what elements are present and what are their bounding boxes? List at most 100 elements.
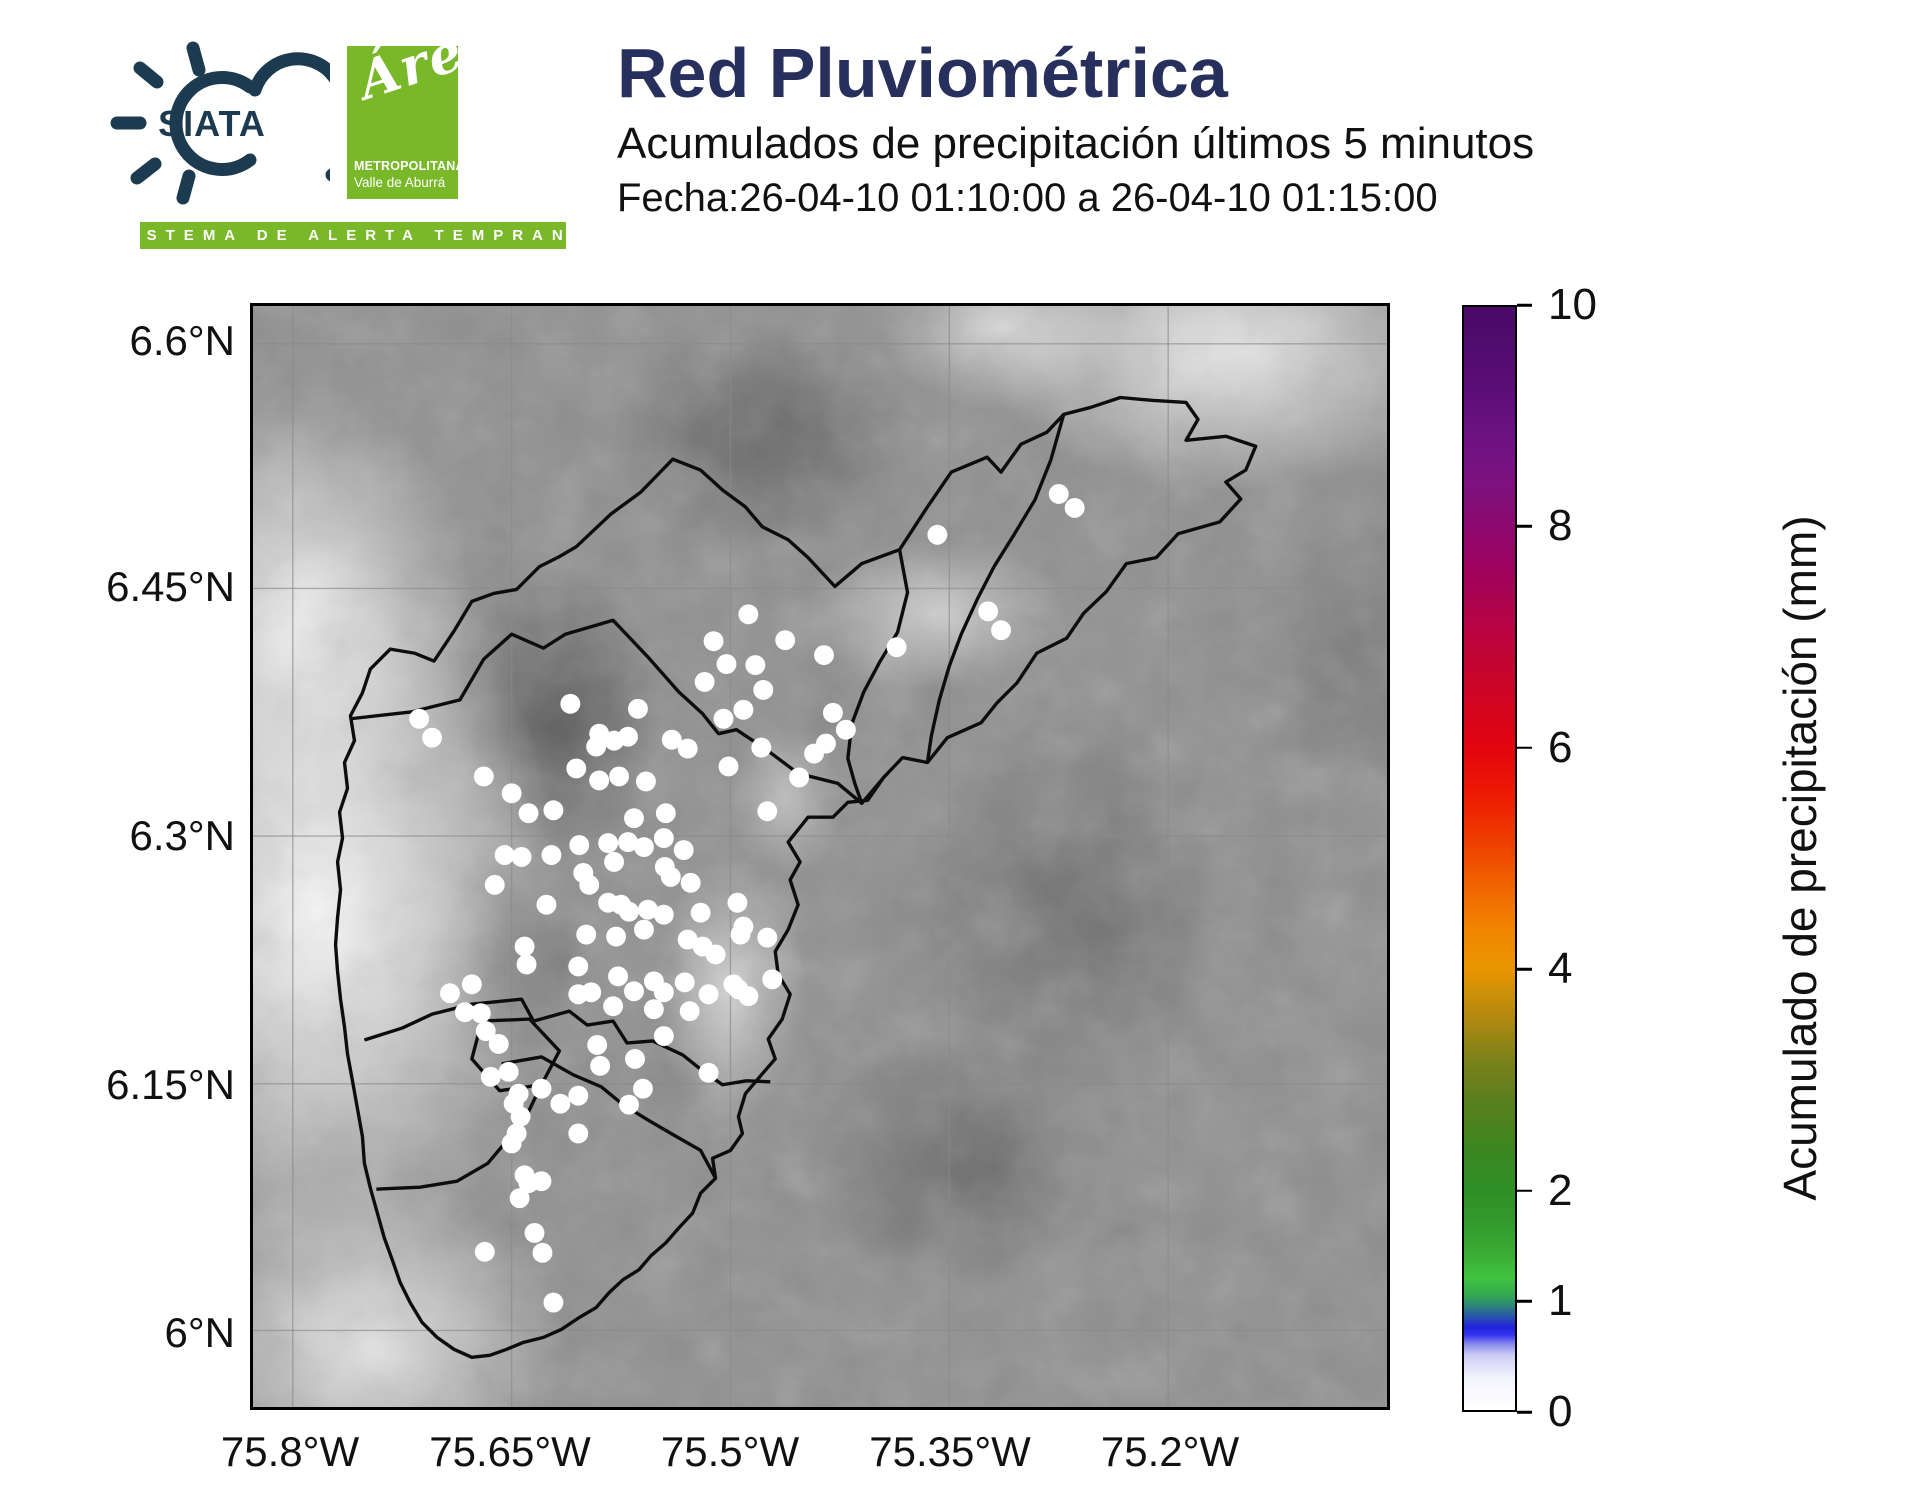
station-dot (454, 1002, 475, 1023)
station-dot (494, 845, 515, 865)
station-dot (603, 996, 624, 1017)
station-dot (660, 866, 681, 887)
page-title: Red Pluviométrica (617, 34, 1228, 112)
station-dot (677, 738, 698, 759)
station-dot (655, 803, 676, 824)
colorbar-tick-mark (1517, 1410, 1532, 1414)
station-dot (733, 699, 754, 720)
station-dot (705, 944, 726, 965)
station-dot (568, 1123, 589, 1144)
station-dot (680, 872, 701, 893)
y-axis-tick-label: 6.15°N (106, 1061, 235, 1108)
station-dot (409, 708, 430, 729)
station-dot (587, 1035, 608, 1055)
station-dot (674, 972, 695, 993)
station-dot (518, 803, 539, 824)
station-dot (543, 1292, 564, 1313)
x-axis-tick-label: 75.5°W (660, 1428, 800, 1475)
station-dot (716, 654, 737, 674)
colorbar-tick-mark (1517, 1300, 1532, 1303)
sun-ring (169, 71, 257, 176)
station-dot (775, 630, 796, 651)
x-axis-tick-label: 75.2°W (1100, 1428, 1240, 1475)
station-dot (991, 620, 1011, 641)
station-dot (470, 1003, 491, 1024)
station-dot (624, 981, 644, 1002)
station-dot (568, 1085, 589, 1106)
station-dot (745, 655, 766, 675)
station-dot (927, 524, 948, 545)
station-dot (789, 767, 810, 788)
municipality-boundary (846, 549, 910, 804)
x-axis-tick-label: 75.8°W (220, 1428, 360, 1475)
precipitation-map (250, 303, 1390, 1410)
station-dot (536, 894, 557, 915)
area-metropolitana-logo: Área METROPOLITANA Valle de Aburrá (347, 46, 458, 199)
station-dot (475, 1021, 496, 1041)
station-dot (661, 729, 682, 750)
station-dot (501, 1133, 522, 1154)
station-dot (480, 1066, 501, 1087)
colorbar-tick-label: 0 (1548, 1387, 1573, 1436)
station-dot (543, 800, 564, 821)
station-dot (566, 758, 587, 779)
station-dot (550, 1093, 571, 1114)
station-dot (886, 637, 907, 658)
station-dot (473, 766, 494, 787)
station-dot (718, 756, 739, 777)
station-dot (738, 604, 759, 625)
station-dot (461, 974, 482, 995)
municipality-boundary (925, 413, 1066, 763)
station-dot (738, 986, 759, 1007)
station-dot (589, 723, 610, 744)
station-dot (822, 702, 843, 723)
station-dot (1064, 497, 1085, 518)
station-dot (637, 899, 658, 920)
date-range: Fecha:26-04-10 01:10:00 a 26-04-10 01:15… (617, 176, 1438, 220)
station-dot (753, 679, 774, 700)
station-dot (484, 874, 505, 895)
station-dot (569, 835, 590, 856)
station-dot (514, 936, 535, 957)
station-dot (498, 1061, 519, 1082)
rain-gauge-stations (409, 484, 1085, 1313)
station-dot (673, 840, 694, 860)
station-dot (511, 847, 532, 867)
station-dot (608, 966, 629, 987)
station-dot (598, 833, 619, 854)
station-dot (643, 999, 664, 1020)
station-dot (698, 1062, 719, 1083)
station-dot (560, 693, 581, 714)
station-dot (619, 1094, 639, 1115)
station-dot (531, 1078, 552, 1099)
station-dot (762, 969, 783, 990)
map-overlay-svg (253, 306, 1387, 1407)
station-dot (804, 743, 824, 764)
station-dot (488, 1034, 509, 1054)
station-dot (440, 983, 460, 1004)
cloud-outline (248, 52, 330, 182)
x-axis-tick-label: 75.65°W (429, 1428, 591, 1475)
area-logo-script: Área (351, 46, 458, 113)
siata-sun-cloud-logo: SIATA (110, 41, 330, 205)
station-dot (653, 1026, 674, 1046)
station-dot (624, 808, 644, 829)
station-dot (579, 874, 600, 895)
colorbar-tick-mark (1517, 525, 1532, 528)
station-dot (727, 892, 748, 913)
station-dot (713, 708, 734, 729)
station-dot (978, 601, 999, 622)
station-dot (633, 919, 654, 940)
station-dot (679, 1001, 700, 1022)
station-dot (1048, 484, 1069, 504)
y-axis-tick-label: 6.6°N (129, 317, 235, 364)
colorbar-tick-label: 4 (1548, 944, 1573, 994)
station-dot (653, 982, 674, 1003)
station-dot (653, 828, 674, 849)
area-logo-line1: METROPOLITANA (354, 159, 458, 173)
station-dot (589, 770, 610, 791)
station-dot (531, 1171, 552, 1192)
page-subtitle: Acumulados de precipitación últimos 5 mi… (617, 119, 1535, 168)
station-dot (628, 698, 648, 719)
siata-banner: SISTEMA DE ALERTA TEMPRANA (114, 222, 583, 249)
